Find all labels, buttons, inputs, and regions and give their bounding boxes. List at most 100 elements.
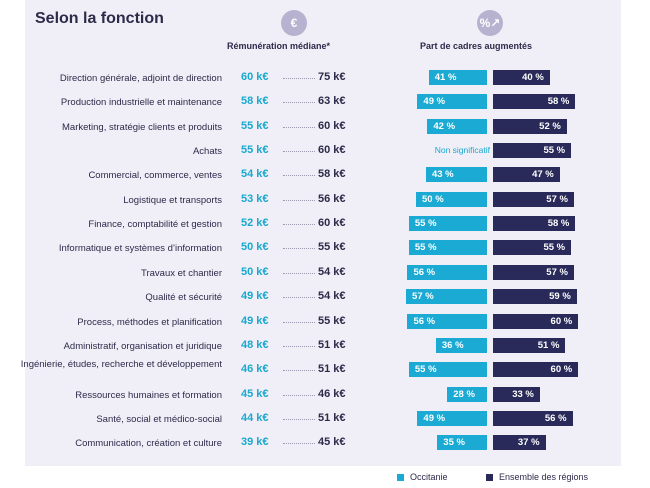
bar-occitanie: 41 % [428,70,487,85]
function-label: Qualité et sécurité [145,292,222,304]
chart-row: Ressources humaines et formation 45 k€ 46 … [0,385,650,405]
bar-regions: 56 % [493,410,573,426]
bar-occitanie: 50 % [416,191,487,207]
bar-occitanie: 57 % [406,289,487,305]
chart-row: Marketing, stratégie clients et produits… [0,117,650,137]
bar-label-regions: 57 % [546,266,568,278]
salary-occitanie: 49 k€ [241,290,269,303]
chart-row: Logistique et transports 53 k€ 56 k€ 50 % 57… [0,190,650,210]
bar-regions: 37 % [493,435,546,451]
bar-regions: 57 % [493,191,574,207]
bar-label-regions: 58 % [547,96,570,108]
salary-occitanie: 54 k€ [241,168,269,181]
chart-row: Informatique et systèmes d’information 50… [0,238,650,258]
bar-label-occitanie: 56 % [413,266,436,278]
bar-label-regions: 59 % [549,291,571,303]
bar-label-regions: 60 % [550,315,573,327]
salary-connector [283,345,315,347]
salary-regions: 54 k€ [318,290,346,303]
salary-regions: 56 k€ [318,192,346,205]
salary-connector [283,321,315,323]
salary-occitanie: 44 k€ [241,411,269,424]
salary-connector [283,199,315,201]
bar-occitanie: 56 % [407,264,487,280]
salary-regions: 54 k€ [318,265,346,278]
salary-regions: 45 k€ [318,436,346,449]
salary-connector [283,443,315,445]
bar-occitanie: 35 % [437,435,487,451]
function-label: Travaux et chantier [141,267,222,279]
bar-occitanie: 36 % [435,337,487,353]
salary-connector [283,370,315,372]
salary-regions: 55 k€ [318,241,346,254]
bar-label-regions: 57 % [546,193,568,205]
chart-row: Qualité et sécurité 49 k€ 54 k€ 57 % 59 % [0,287,650,307]
function-label: Production industrielle et maintenance [60,97,222,109]
legend-label-occitanie: Occitanie [410,472,448,482]
salary-connector [283,151,315,153]
bar-label-regions: 60 % [550,364,573,376]
bar-regions: 58 % [493,94,576,110]
legend-occitanie: Occitanie [397,472,448,482]
salary-occitanie: 39 k€ [241,436,269,449]
salary-connector [283,297,315,299]
bar-label-regions: 47 % [532,169,554,181]
bar-regions: 60 % [493,313,579,329]
raised-header: Part de cadres augmentés [420,41,533,51]
bar-occitanie: 55 % [408,240,487,256]
bar-label-occitanie: 57 % [412,291,434,303]
euro-icon: € [281,10,307,36]
bar-regions: 60 % [493,362,579,378]
salary-regions: 46 k€ [318,387,346,400]
chart-title: Selon la fonction [35,10,164,27]
bar-regions: 33 % [493,386,540,402]
salary-header: Rémunération médiane* [227,41,331,51]
salary-connector [283,126,315,128]
salary-regions: 60 k€ [318,217,346,230]
percent-arrow-icon: %↗ [477,10,503,36]
bar-label-occitanie: 55 % [414,364,437,376]
salary-regions: 60 k€ [318,144,346,157]
bar-label-regions: 56 % [544,412,567,424]
chart-row: Santé, social et médico-social 44 k€ 51 k€… [0,409,650,429]
function-label: Finance, comptabilité et gestion [88,219,222,231]
function-label: Achats [192,146,222,158]
bar-regions: 51 % [493,337,566,353]
salary-occitanie: 50 k€ [241,265,269,278]
salary-occitanie: 48 k€ [241,338,269,351]
salary-regions: 51 k€ [318,363,346,376]
bar-label-occitanie: 43 % [431,169,454,181]
function-label: Direction générale, adjoint de direction [59,73,222,84]
bar-label-occitanie: 55 % [414,242,437,254]
bar-label-regions: 55 % [543,145,566,157]
bar-label-regions: 40 % [522,72,544,83]
function-label: Process, méthodes et planification [77,316,222,328]
salary-connector [283,175,315,177]
legend-regions: Ensemble des régions [486,472,588,482]
salary-occitanie: 58 k€ [241,95,269,108]
salary-connector [283,78,315,79]
function-label: Administratif, organisation et juridique [63,340,222,352]
chart-row: Communication, création et culture 39 k€ 4… [0,433,650,453]
bar-label-occitanie: 49 % [423,412,446,424]
salary-regions: 60 k€ [318,119,346,132]
salary-connector [283,394,315,396]
function-label: Santé, social et médico-social [96,413,222,425]
bar-label-occitanie: 56 % [413,315,436,327]
salary-occitanie: 49 k€ [241,314,269,327]
bar-label-occitanie: 50 % [422,193,444,205]
bar-label-occitanie: 42 % [433,120,456,132]
chart-row: Administratif, organisation et juridique… [0,336,650,356]
salary-connector [283,224,315,226]
bar-label-occitanie: 41 % [434,72,457,83]
bar-label-occitanie: 35 % [443,437,465,449]
chart-row: Direction générale, adjoint de direction… [0,68,650,88]
salary-occitanie: 50 k€ [241,241,269,254]
bar-label-occitanie: 49 % [423,96,446,108]
bar-label-regions: 33 % [512,388,534,400]
bar-label-occitanie: 36 % [441,339,464,351]
salary-occitanie: 46 k€ [241,363,269,376]
salary-connector [283,272,315,274]
bar-occitanie: 49 % [417,94,487,110]
salary-occitanie: 53 k€ [241,192,269,205]
